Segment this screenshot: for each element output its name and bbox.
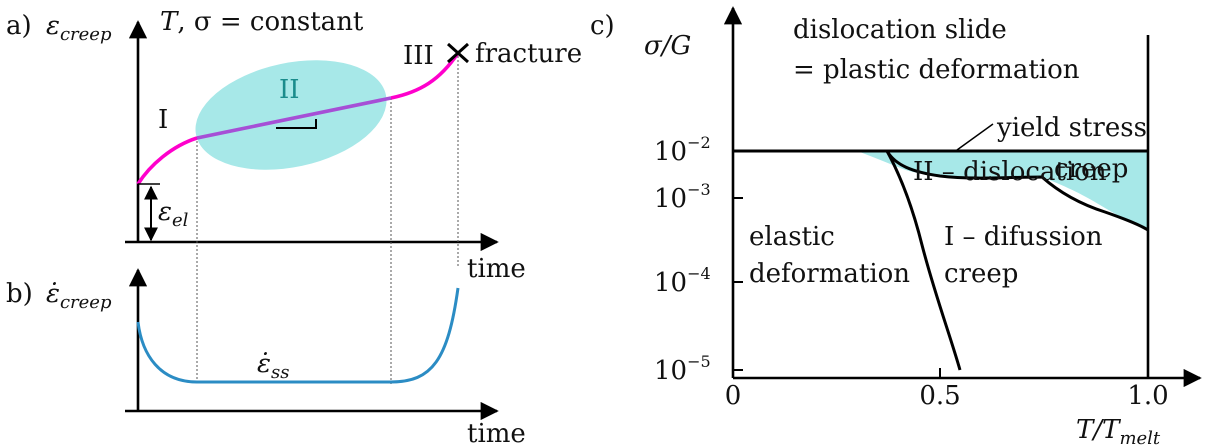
dislocation-creep-region (857, 151, 1148, 230)
x-tick-label: 0.5 (919, 381, 960, 411)
y-tick-label: 10−5 (654, 352, 711, 386)
fracture-cross-icon (446, 42, 470, 64)
region-II-label-2: creep (1054, 154, 1128, 184)
primary-creep-curve (136, 136, 198, 185)
y-tick-label: 10−2 (654, 133, 711, 167)
panel-b-ylabel: ε̇creep (46, 279, 112, 313)
steady-state-ellipse (195, 60, 387, 170)
creep-rate-curve (136, 287, 460, 384)
region-elastic-label-1: elastic (749, 222, 835, 252)
panel-a-ylabel: εcreep (46, 11, 112, 45)
region-III-label: III (403, 41, 434, 71)
elastic-strain-label: εel (158, 197, 189, 231)
region-I-label-1: I – difussion (944, 222, 1103, 252)
panel-c-label: c) (590, 11, 615, 41)
panel-b: b) ε̇creep ε̇ss time (6, 268, 526, 448)
elastic-diffusion-boundary (885, 150, 962, 371)
y-tick-label: 10−4 (654, 264, 711, 298)
region-elastic-label-2: deformation (749, 259, 910, 289)
steady-state-rate-label: ε̇ss (257, 349, 289, 383)
secondary-creep-curve (196, 96, 392, 140)
region-I-label: I (158, 105, 168, 135)
region-II-label: II (279, 75, 300, 105)
y-tick-label: 10−3 (654, 180, 711, 214)
yield-stress-leader (956, 123, 994, 151)
slope-triangle (276, 119, 317, 129)
panel-a-label: a) (6, 11, 32, 41)
panel-b-label: b) (6, 279, 33, 309)
panel-a-xlabel: time (467, 254, 526, 284)
panel-c-ylabel: σ/G (644, 31, 691, 61)
region-top-label-1: dislocation slide (793, 15, 1007, 45)
panel-c-xlabel: T/Tmelt (1076, 415, 1161, 448)
panel-a: a) εcreep T, σ = constant εel I II III f… (6, 7, 582, 385)
panel-c: c) σ/G (590, 6, 1202, 448)
fracture-label: fracture (475, 39, 582, 69)
dislocation-creep-boundary (885, 150, 1149, 232)
panel-b-xlabel: time (467, 419, 526, 448)
x-tick-label: 1.0 (1127, 381, 1168, 411)
region-I-label-2: creep (944, 259, 1018, 289)
yield-stress-label: yield stress (996, 113, 1147, 143)
region-top-label-2: = plastic deformation (793, 55, 1080, 85)
panel-a-condition: T, σ = constant (160, 7, 364, 37)
x-tick-label: 0 (725, 381, 742, 411)
tertiary-creep-curve (390, 52, 460, 100)
region-II-label-1: II – dislocation (913, 157, 1107, 187)
